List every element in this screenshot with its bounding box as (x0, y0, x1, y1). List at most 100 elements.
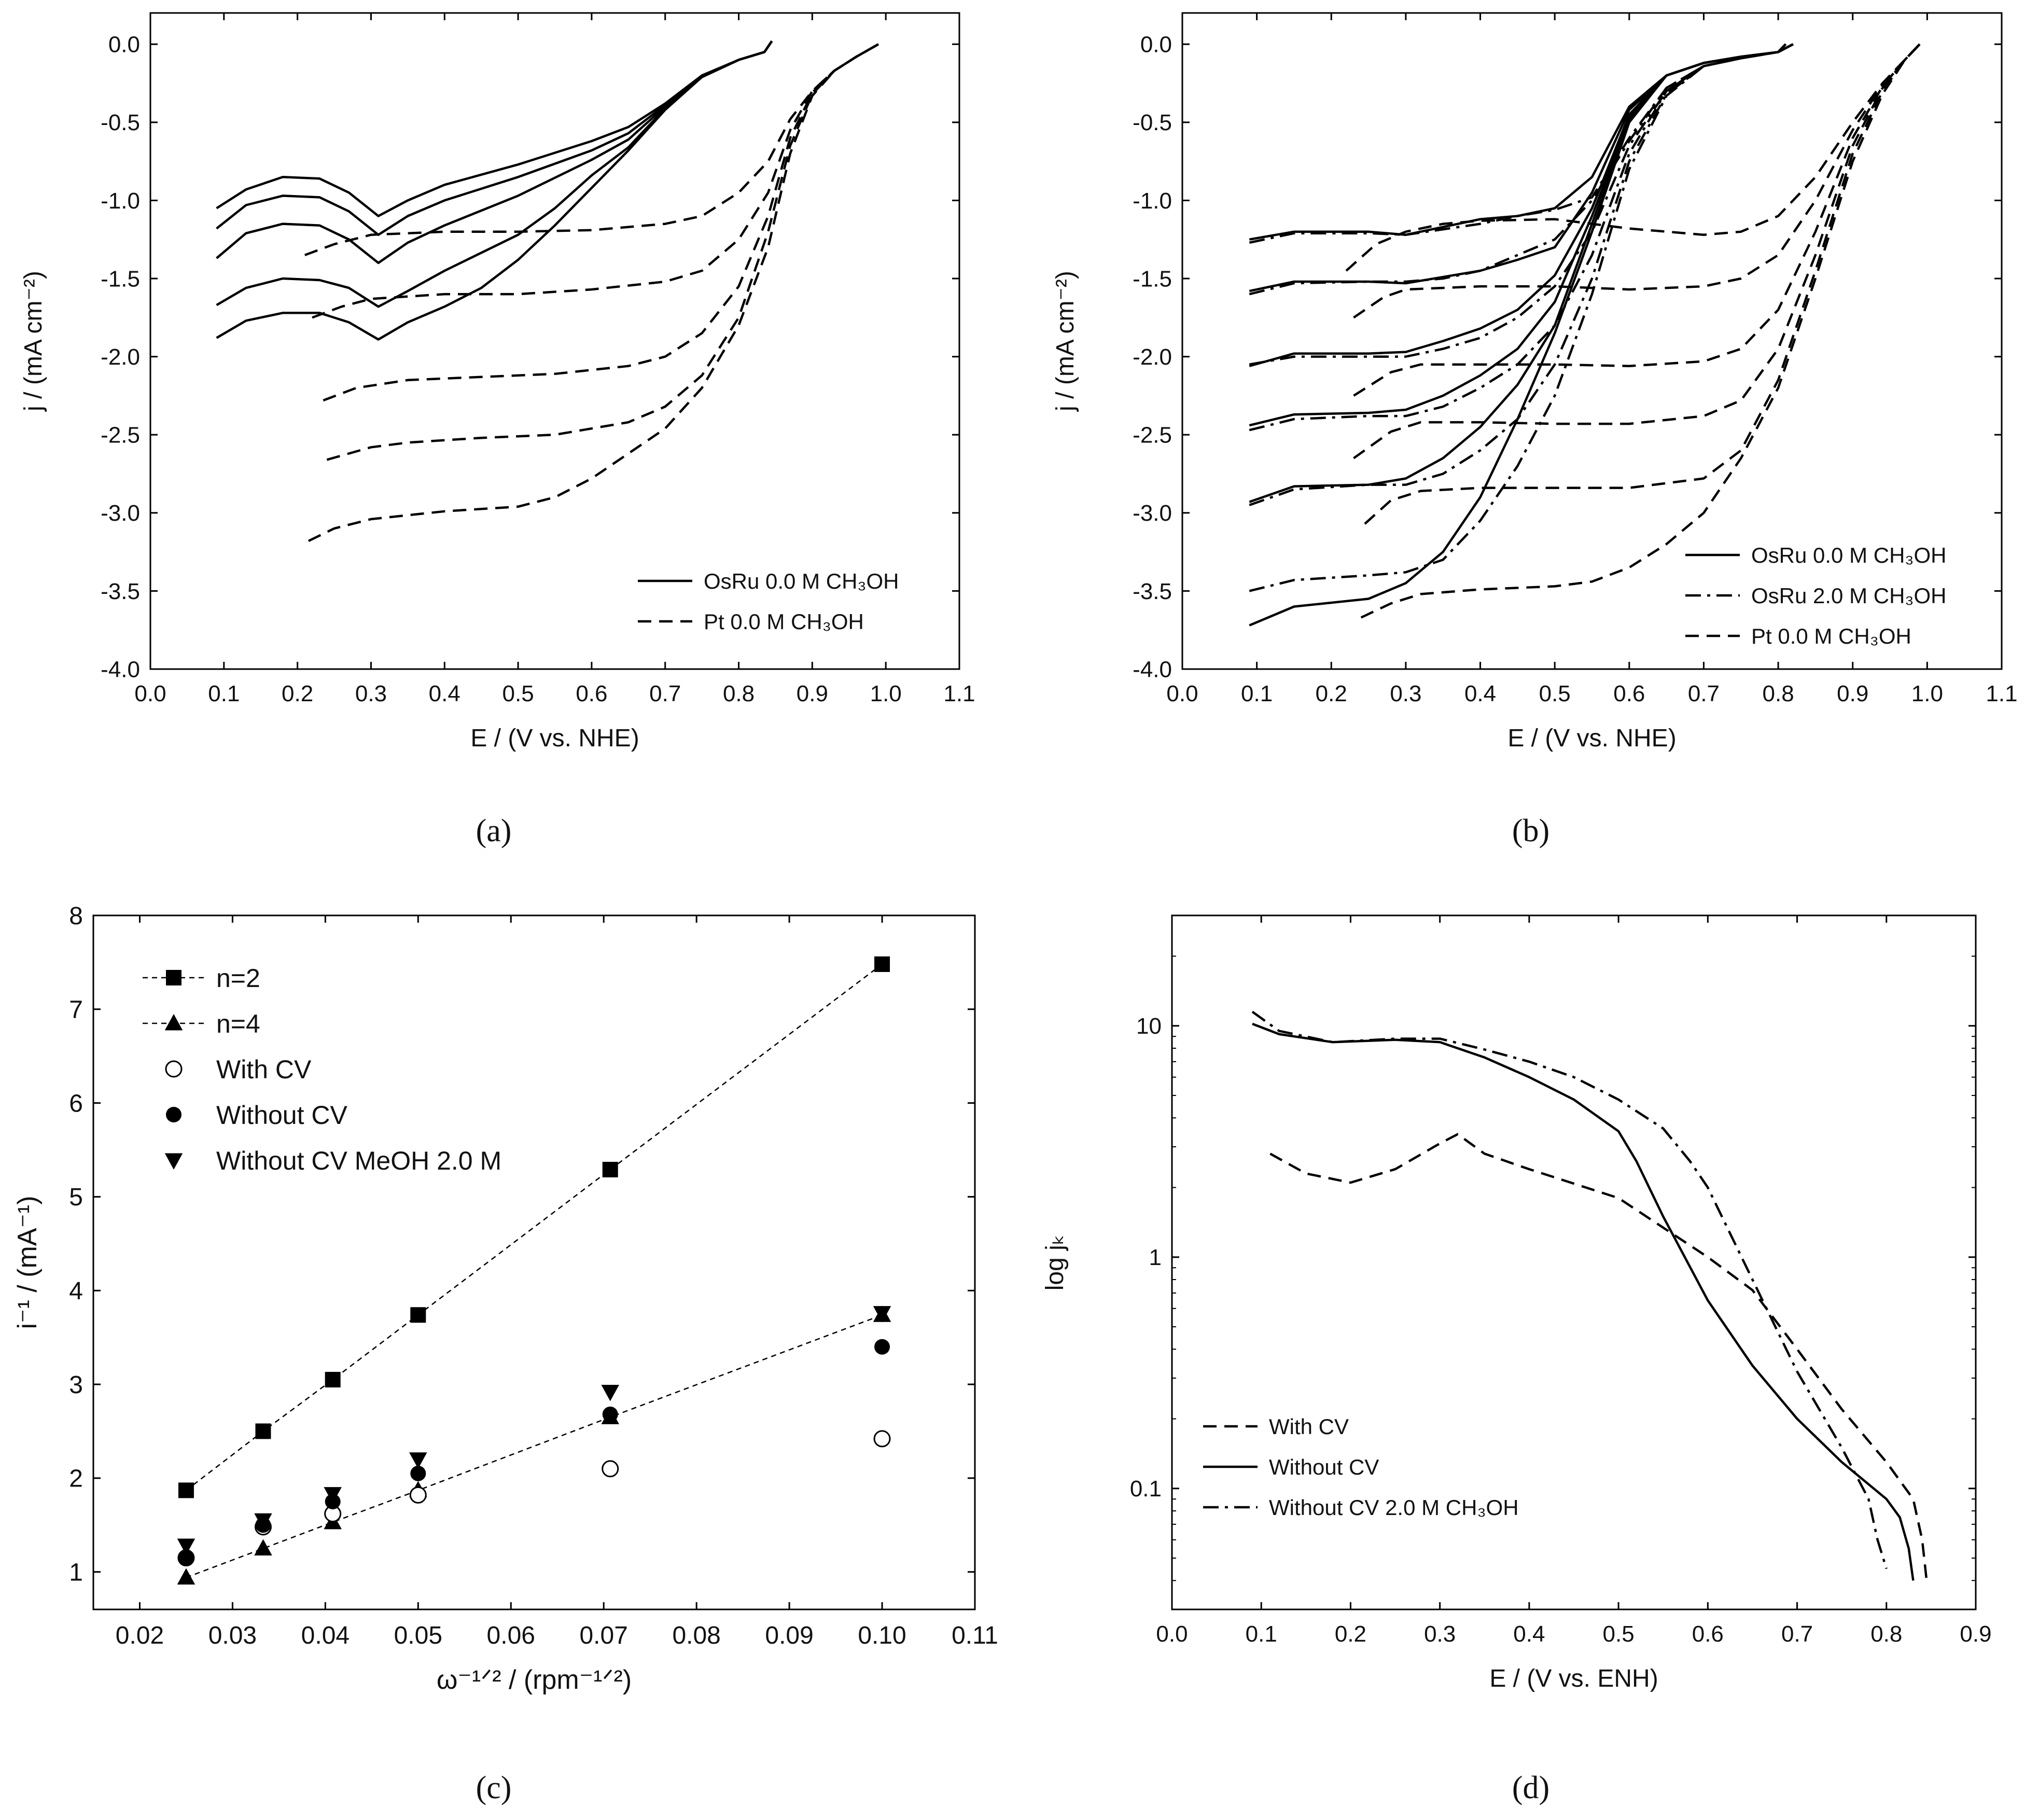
series-line-dashdot-2 (1251, 1010, 1888, 1569)
point-filled-circle (602, 1406, 618, 1422)
fit-line-square (186, 964, 883, 1491)
y-axis-label: j / (mA cm⁻²) (1052, 271, 1079, 412)
x-tick-label: 0.7 (649, 681, 681, 706)
legend-label: Without CV (1269, 1455, 1379, 1479)
x-tick-label: 0.6 (1692, 1621, 1724, 1647)
y-tick-label: -2.0 (1133, 344, 1172, 370)
x-axis-label: ω⁻¹ᐟ² / (rpm⁻¹ᐟ²) (437, 1665, 632, 1695)
point-open-circle (409, 1486, 427, 1504)
series-line-dashed-9 (308, 43, 879, 543)
y-tick-label: 7 (69, 996, 83, 1024)
y-tick-label: -0.5 (1133, 110, 1172, 135)
x-tick-label: 0.3 (1390, 681, 1421, 706)
series-line-solid-1 (1252, 1022, 1915, 1581)
y-tick-label: -0.5 (101, 110, 140, 135)
x-tick-label: 0.7 (1688, 681, 1720, 706)
x-tick-label: 0.3 (1424, 1621, 1456, 1647)
series-line-dashdot-6 (1249, 43, 1787, 244)
x-tick-label: 0.2 (282, 681, 313, 706)
point-down-triangle (324, 1487, 342, 1504)
y-tick-label: 0.0 (108, 32, 140, 58)
point-square (255, 1423, 271, 1439)
y-tick-label: 5 (69, 1184, 83, 1211)
y-tick-label: -1.0 (1133, 188, 1172, 214)
x-tick-label: 0.04 (301, 1622, 350, 1649)
y-tick-label: -1.5 (1133, 266, 1172, 291)
legend-label: Without CV 2.0 M CH₃OH (1269, 1495, 1519, 1520)
legend-marker-triangle (164, 1014, 183, 1031)
point-square (602, 1161, 618, 1177)
y-tick-label: 1 (1149, 1245, 1162, 1270)
x-tick-label: 0.4 (1464, 681, 1496, 706)
x-tick-label: 0.2 (1335, 1621, 1366, 1647)
x-tick-label: 0.5 (502, 681, 534, 706)
series-line-dashed-16 (1364, 43, 1921, 525)
plot-frame (149, 12, 960, 670)
point-open-circle (602, 1460, 619, 1478)
point-filled-circle (874, 1339, 890, 1355)
legend-label: With CV (1269, 1414, 1349, 1439)
x-tick-label: 0.0 (134, 681, 166, 706)
panel-label-b: (b) (1512, 813, 1549, 849)
x-tick-label: 0.9 (1837, 681, 1868, 706)
point-open-circle (873, 1430, 891, 1448)
legend-marker-square (166, 970, 181, 985)
x-axis-label: E / (V vs. NHE) (1507, 725, 1676, 752)
plot-area (1251, 1010, 1928, 1581)
x-axis-label: E / (V vs. ENH) (1489, 1665, 1658, 1692)
point-filled-circle (178, 1550, 194, 1566)
series-line-dashed-17 (1360, 43, 1921, 619)
y-tick-label: -2.0 (101, 344, 140, 370)
y-tick-label: -4.0 (101, 657, 140, 682)
x-tick-label: 0.0 (1166, 681, 1198, 706)
x-tick-label: 0.1 (1246, 1621, 1277, 1647)
y-tick-label: 10 (1136, 1013, 1162, 1039)
y-tick-label: 2 (69, 1465, 83, 1493)
y-tick-label: -2.5 (101, 423, 140, 448)
x-tick-label: 0.1 (1241, 681, 1273, 706)
point-down-triangle (409, 1452, 427, 1469)
x-tick-label: 0.10 (858, 1622, 906, 1649)
series-line-dashed-12 (1345, 43, 1921, 272)
point-square (178, 1482, 194, 1498)
legend-label: Without CV (216, 1101, 348, 1130)
series-line-solid-4 (216, 40, 773, 341)
point-down-triangle (601, 1385, 619, 1401)
point-square (410, 1307, 426, 1323)
y-tick-label: -1.0 (101, 188, 140, 214)
y-tick-label: 0.1 (1130, 1476, 1162, 1502)
y-tick-label: 4 (69, 1277, 83, 1305)
x-tick-label: 0.07 (579, 1622, 627, 1649)
plot-area (1249, 43, 1921, 627)
x-tick-label: 0.03 (208, 1622, 257, 1649)
series-line-dashed-15 (1353, 43, 1921, 460)
x-tick-label: 0.09 (765, 1622, 813, 1649)
legend: OsRu 0.0 M CH₃OH Pt 0.0 M CH₃OH (638, 569, 899, 634)
panel-d: 0.0 0.1 0.2 0.3 0.4 0.5 0.6 0.7 0.8 0.9 0.1 1 10 E / … (1041, 914, 1992, 1692)
legend: With CV Without CV Without CV 2.0 M CH₃OH (1203, 1414, 1519, 1520)
plot-area (177, 956, 891, 1585)
legend-label: With CV (216, 1055, 312, 1084)
y-tick-label: 1 (69, 1559, 83, 1586)
legend-label: Pt 0.0 M CH₃OH (704, 609, 864, 634)
series-line-dashdot-8 (1249, 43, 1787, 366)
y-axis-label: i⁻¹ / (mA⁻¹) (12, 1196, 43, 1329)
fit-line-triangle (186, 1314, 883, 1578)
x-tick-label: 0.8 (1763, 681, 1794, 706)
legend-marker-down-triangle (164, 1153, 183, 1170)
x-tick-label: 0.5 (1539, 681, 1571, 706)
series-line-dashdot-11 (1249, 43, 1787, 592)
legend-label: OsRu 0.0 M CH₃OH (704, 569, 899, 593)
point-triangle (177, 1568, 195, 1585)
series-line-dashed-8 (326, 43, 879, 461)
panel-label-c: (c) (476, 1770, 512, 1805)
series-line-solid-5 (1249, 43, 1794, 627)
x-tick-label: 0.02 (116, 1622, 164, 1649)
point-down-triangle (873, 1306, 891, 1323)
point-square (325, 1372, 341, 1388)
legend-marker-open-circle (165, 1060, 183, 1078)
panel-c: 0.02 0.03 0.04 0.05 0.06 0.07 0.08 0.09 0.10 0.11… (12, 902, 998, 1695)
point-square (874, 956, 890, 972)
x-tick-label: 1.1 (1986, 681, 2017, 706)
